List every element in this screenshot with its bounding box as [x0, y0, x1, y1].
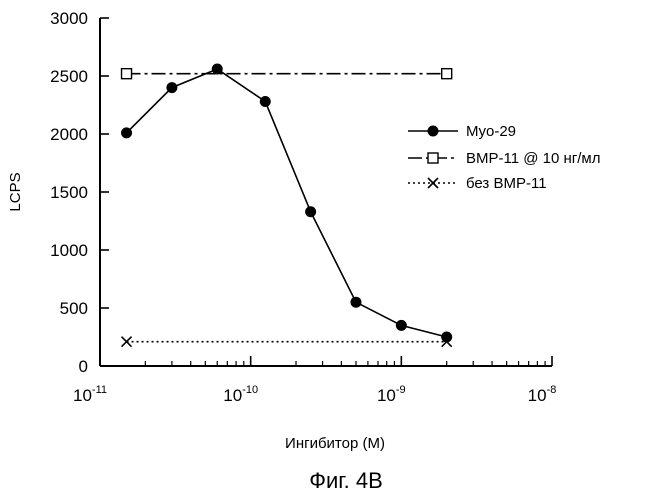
data-point-s1-0 — [122, 69, 132, 79]
x-axis-label: Ингибитор (М) — [285, 435, 385, 452]
y-tick-label: 1000 — [50, 241, 88, 260]
y-tick-label: 3000 — [50, 9, 88, 28]
data-point-s0-0 — [121, 127, 132, 138]
legend-marker-myo29 — [428, 126, 439, 137]
legend: Myo-29 BMP-11 @ 10 нг/мл без BMP-11 — [408, 123, 600, 192]
y-tick-label: 500 — [60, 299, 88, 318]
x-tick-label: 10-8 — [528, 384, 557, 405]
x-tick-label: 10-9 — [377, 384, 406, 405]
y-axis-label: LCPS — [7, 172, 24, 211]
y-tick-label: 1500 — [50, 183, 88, 202]
data-point-s0-5 — [350, 297, 361, 308]
y-tick-label: 2000 — [50, 125, 88, 144]
data-point-s0-6 — [396, 320, 407, 331]
x-tick-label: 10-10 — [223, 384, 258, 405]
y-tick-label: 0 — [79, 357, 88, 376]
legend-label-bmp11: BMP-11 @ 10 нг/мл — [466, 150, 600, 167]
data-point-s0-3 — [260, 96, 271, 107]
figure-caption: Фиг. 4В — [309, 468, 383, 493]
series-line-0 — [127, 69, 447, 337]
data-point-s0-1 — [166, 82, 177, 93]
legend-label-myo29: Myo-29 — [466, 123, 516, 140]
x-tick-label: 10-11 — [73, 384, 107, 405]
legend-marker-bmp11 — [428, 153, 438, 163]
y-tick-label: 2500 — [50, 67, 88, 86]
series-layer — [121, 64, 452, 347]
chart: 050010001500200025003000 10-1110-1010-91… — [0, 0, 659, 500]
legend-label-no-bmp11: без BMP-11 — [466, 175, 547, 192]
data-point-s0-4 — [305, 206, 316, 217]
x-ticks: 10-11 10-10 10-9 10-8 — [73, 356, 556, 405]
data-point-s2-0 — [122, 337, 132, 347]
data-point-s1-1 — [442, 69, 452, 79]
